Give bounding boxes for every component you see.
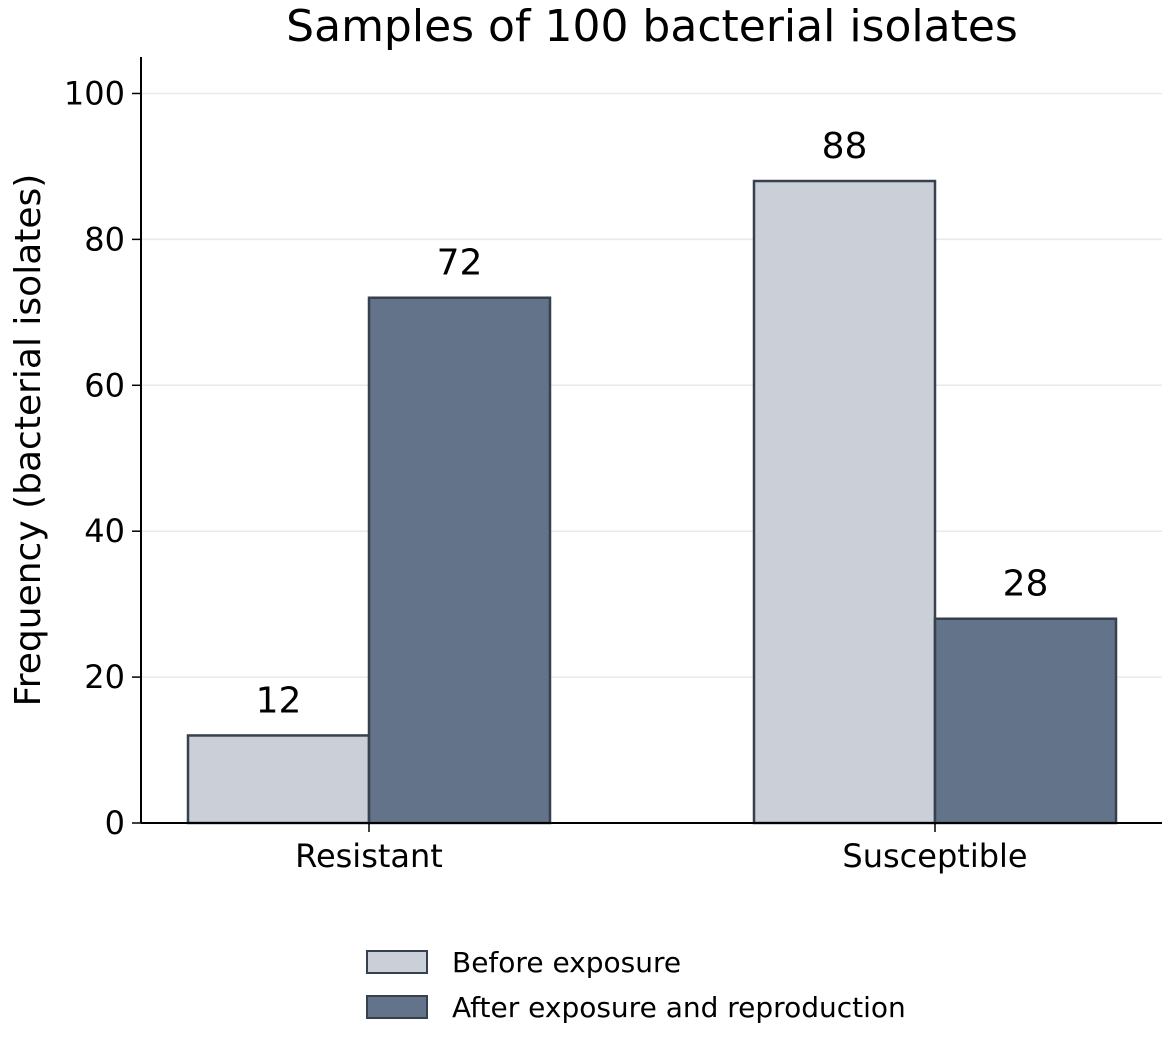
x-tick-label: Resistant <box>295 837 443 875</box>
bar-value-label: 28 <box>1003 564 1049 605</box>
bar-value-label: 72 <box>437 243 483 284</box>
bar <box>933 617 1118 825</box>
y-tick-label: 60 <box>84 366 125 404</box>
bar <box>186 734 371 825</box>
legend-label: After exposure and reproduction <box>452 991 906 1024</box>
bar <box>367 296 552 825</box>
axes <box>140 57 1162 824</box>
bar <box>752 179 937 825</box>
chart-title: Samples of 100 bacterial isolates <box>286 1 1018 52</box>
x-tick-label: Susceptible <box>842 837 1027 875</box>
y-tick-label: 0 <box>105 804 125 842</box>
y-axis-label: Frequency (bacterial isolates) <box>8 174 49 707</box>
legend: Before exposure After exposure and reprod… <box>366 946 906 1024</box>
y-tick-label: 80 <box>84 220 125 258</box>
legend-swatch <box>366 995 428 1019</box>
legend-swatch <box>366 950 428 974</box>
value-labels: 12 72 88 28 <box>256 126 1049 721</box>
bar-value-label: 88 <box>822 126 868 167</box>
bars <box>186 179 1118 825</box>
x-axis-ticks: Resistant Susceptible <box>295 823 1028 875</box>
y-axis-ticks: 0 20 40 60 80 100 <box>64 74 141 842</box>
bar-value-label: 12 <box>256 680 302 721</box>
y-tick-label: 20 <box>84 658 125 696</box>
y-tick-label: 100 <box>64 74 125 112</box>
legend-label: Before exposure <box>452 946 681 979</box>
y-tick-label: 40 <box>84 512 125 550</box>
